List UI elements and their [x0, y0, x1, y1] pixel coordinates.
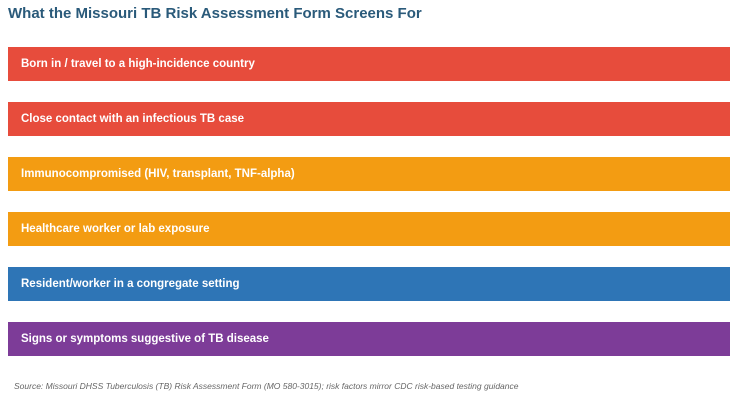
risk-factor-label: Signs or symptoms suggestive of TB disea…: [21, 333, 269, 345]
source-note: Source: Missouri DHSS Tuberculosis (TB) …: [14, 381, 519, 391]
risk-factor-bar-symptoms: Signs or symptoms suggestive of TB disea…: [8, 322, 730, 356]
risk-factor-bar-healthcare-worker: Healthcare worker or lab exposure: [8, 212, 730, 246]
page-title: What the Missouri TB Risk Assessment For…: [8, 5, 422, 22]
risk-factor-bar-travel: Born in / travel to a high-incidence cou…: [8, 47, 730, 81]
risk-factor-bar-immunocompromised: Immunocompromised (HIV, transplant, TNF-…: [8, 157, 730, 191]
risk-factor-label: Immunocompromised (HIV, transplant, TNF-…: [21, 168, 295, 180]
risk-factor-label: Resident/worker in a congregate setting: [21, 278, 240, 290]
risk-factor-bar-congregate-setting: Resident/worker in a congregate setting: [8, 267, 730, 301]
risk-factor-label: Born in / travel to a high-incidence cou…: [21, 58, 255, 70]
risk-factor-list: Born in / travel to a high-incidence cou…: [8, 47, 730, 356]
risk-factor-label: Healthcare worker or lab exposure: [21, 223, 210, 235]
risk-factor-bar-close-contact: Close contact with an infectious TB case: [8, 102, 730, 136]
risk-factor-label: Close contact with an infectious TB case: [21, 113, 245, 125]
